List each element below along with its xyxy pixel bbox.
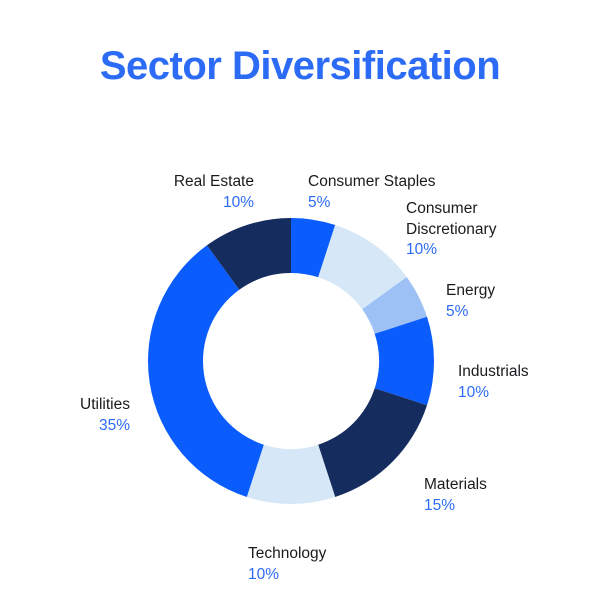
slice-label-value: 15%: [424, 496, 456, 514]
slice-label-real-estate: Real Estate 10%: [96, 152, 254, 234]
donut-slice-technology: [246, 444, 336, 504]
slice-label-technology: Technology 10%: [248, 524, 408, 606]
donut-slice-consumer-discretionary: [318, 224, 407, 310]
slice-label-value: 10%: [248, 565, 280, 583]
slice-label-name: Energy: [446, 282, 496, 300]
slice-label-utilities: Utilities 35%: [8, 375, 130, 457]
slice-label-consumer-staples: Consumer Staples 5%: [308, 152, 498, 234]
slice-label-value: 35%: [98, 416, 130, 434]
donut-slice-utilities: [148, 245, 264, 498]
donut-slice-consumer-staples: [291, 218, 336, 278]
slice-label-industrials: Industrials 10%: [458, 342, 598, 424]
slice-label-value: 5%: [308, 193, 331, 211]
page-title: Sector Diversification: [99, 44, 501, 88]
donut-slice-energy: [362, 276, 428, 334]
slice-label-name: Technology: [248, 545, 327, 563]
donut-slice-real-estate: [206, 218, 291, 290]
slice-label-value: 10%: [458, 383, 490, 401]
slice-label-name: Real Estate: [173, 173, 254, 191]
slice-label-name: Consumer Discretionary: [406, 200, 497, 238]
slice-label-consumer-discretionary: Consumer Discretionary 10%: [406, 179, 546, 281]
donut-slice-group: [148, 218, 435, 504]
donut-slice-materials: [318, 388, 428, 498]
slice-label-name: Utilities: [80, 396, 130, 414]
slice-label-name: Materials: [424, 476, 487, 494]
slice-label-value: 5%: [446, 302, 469, 320]
slice-label-value: 10%: [406, 241, 438, 259]
donut-slice-industrials: [374, 316, 435, 406]
slice-label-energy: Energy 5%: [446, 261, 576, 343]
slice-label-name: Consumer Staples: [308, 173, 436, 191]
slice-label-value: 10%: [222, 193, 254, 211]
slice-label-materials: Materials 15%: [424, 455, 574, 537]
slice-label-name: Industrials: [458, 363, 529, 381]
